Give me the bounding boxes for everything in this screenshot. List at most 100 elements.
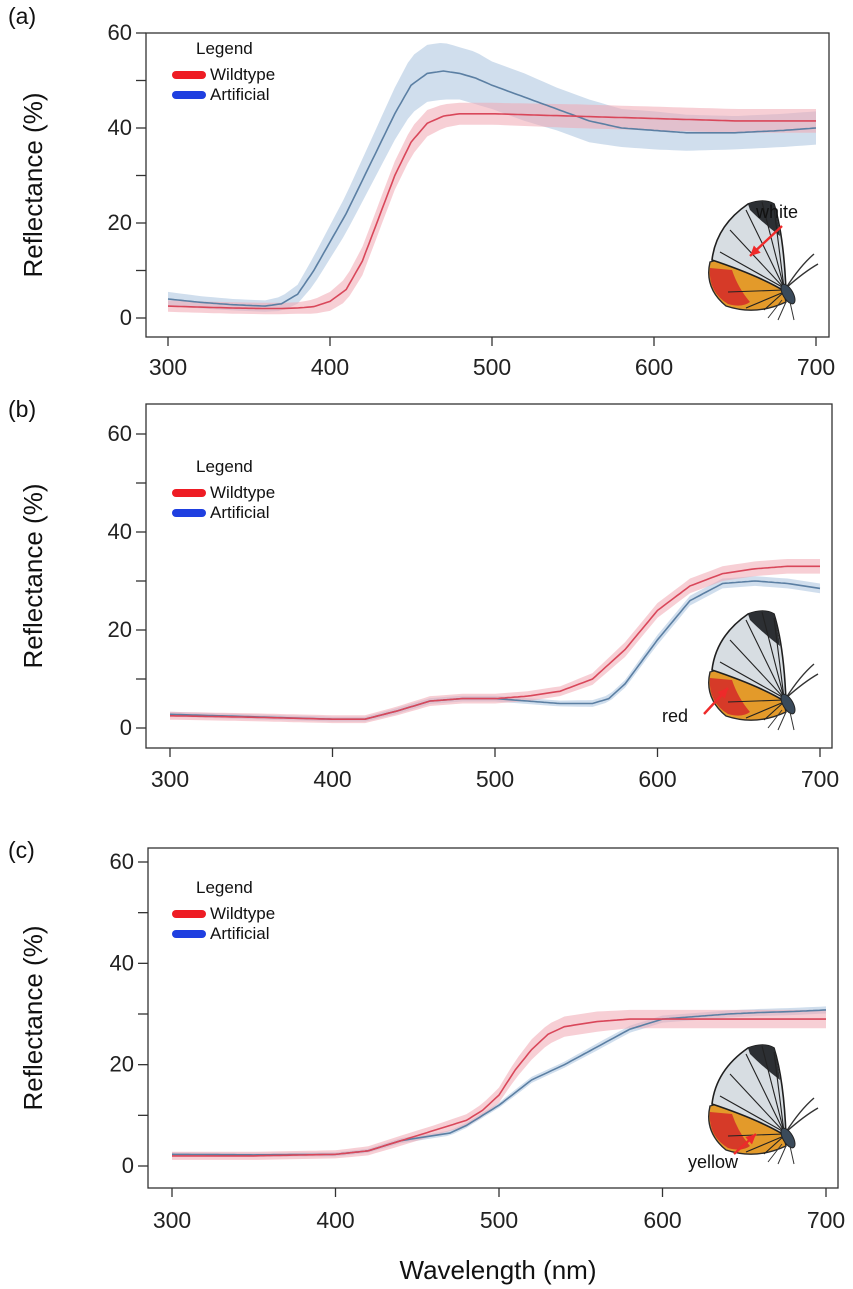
butterfly-antenna: [785, 263, 819, 289]
plot-frame: [145, 403, 833, 749]
legend-title: Legend: [196, 457, 253, 476]
butterfly-legs: [767, 299, 795, 321]
butterfly-antenna: [785, 1097, 815, 1133]
butterfly-vein: [729, 1073, 785, 1133]
panel-label: (a): [8, 3, 36, 29]
y-tick-label: 20: [110, 1052, 134, 1077]
legend-label-wildtype: Wildtype: [210, 904, 275, 923]
legend-label-wildtype: Wildtype: [210, 483, 275, 502]
legend-label-artificial: Artificial: [210, 503, 270, 522]
annotation-label: white: [755, 202, 798, 222]
legend-label-wildtype: Wildtype: [210, 65, 275, 84]
butterfly-vein: [745, 1053, 785, 1133]
annotation-label: yellow: [688, 1152, 739, 1172]
butterfly-vein: [727, 289, 785, 293]
x-tick-label: 400: [316, 1207, 354, 1233]
butterfly-vein: [719, 1095, 785, 1133]
butterfly-vein: [773, 207, 785, 289]
x-tick-label: 300: [153, 1207, 191, 1233]
plot-frame: [145, 32, 830, 338]
butterfly-body: [780, 693, 796, 715]
annotation-arrowhead: [745, 1134, 756, 1145]
y-tick-label: 20: [108, 210, 132, 235]
butterfly-antenna: [785, 253, 815, 289]
butterfly-vein: [729, 229, 785, 289]
butterfly-illustration: white: [708, 200, 819, 321]
legend-label-artificial: Artificial: [210, 924, 270, 943]
series-line-wildtype: [172, 1018, 826, 1157]
butterfly-body: [780, 283, 796, 305]
butterfly-antenna: [785, 673, 819, 699]
chart-panel-c: (c) 0 20 40 60 300 400 500 600 700 Reflectance (%)…: [8, 837, 845, 1233]
x-tick-label: 600: [643, 1207, 681, 1233]
y-axis-title: Reflectance (%): [18, 926, 48, 1111]
butterfly-vein: [763, 701, 785, 721]
confidence-band-wildtype: [172, 1009, 826, 1160]
confidence-band-artificial: [168, 43, 816, 312]
x-tick-label: 700: [807, 1207, 845, 1233]
butterfly-vein: [773, 617, 785, 699]
y-axis-title: Reflectance (%): [18, 93, 48, 278]
y-tick-label: 40: [108, 115, 132, 140]
butterfly-vein: [727, 699, 785, 703]
series-line-wildtype: [170, 565, 820, 721]
butterfly-wing-tip: [748, 201, 780, 236]
y-tick-label: 40: [108, 519, 132, 544]
plot-frame: [147, 847, 839, 1189]
x-tick-label: 300: [151, 766, 189, 792]
chart-panel-a: (a) 0 20 40 60 300 400 500 600 700 Reflectance (%)…: [8, 3, 835, 380]
x-tick-label: 400: [311, 354, 349, 380]
butterfly-illustration: red: [662, 610, 819, 731]
x-tick-label: 700: [801, 766, 839, 792]
x-tick-label: 300: [149, 354, 187, 380]
x-tick-label: 500: [476, 766, 514, 792]
y-tick-label: 60: [108, 20, 132, 45]
butterfly-vein: [763, 291, 785, 311]
butterfly-red-patch: [709, 678, 750, 716]
butterfly-red-patch: [709, 1112, 750, 1150]
annotation-label: red: [662, 706, 688, 726]
x-tick-label: 500: [473, 354, 511, 380]
butterfly-vein: [719, 661, 785, 699]
butterfly-vein: [773, 1051, 785, 1133]
confidence-band-wildtype: [168, 102, 816, 315]
series-line-artificial: [167, 70, 817, 307]
butterfly-vein: [763, 1135, 785, 1155]
chart-panel-b: (b) 0 20 40 60 300 400 500 600 700 Reflectance (%)…: [8, 396, 839, 792]
butterfly-red-patch: [709, 268, 750, 306]
butterfly-wing-tip: [748, 611, 780, 646]
butterfly-antenna: [785, 1107, 819, 1133]
y-tick-label: 0: [122, 1153, 134, 1178]
y-tick-label: 60: [108, 421, 132, 446]
butterfly-vein: [745, 701, 785, 719]
legend-title: Legend: [196, 39, 253, 58]
butterfly-vein: [719, 251, 785, 289]
butterfly-vein: [729, 639, 785, 699]
legend-label-artificial: Artificial: [210, 85, 270, 104]
butterfly-illustration: yellow: [688, 1044, 819, 1172]
legend-title: Legend: [196, 878, 253, 897]
butterfly-vein: [761, 201, 785, 289]
butterfly-vein: [745, 1135, 785, 1153]
butterfly-wing-tip: [748, 1045, 780, 1080]
y-tick-label: 60: [110, 849, 134, 874]
y-tick-label: 20: [108, 617, 132, 642]
x-tick-label: 500: [480, 1207, 518, 1233]
butterfly-antenna: [785, 663, 815, 699]
panel-label: (c): [8, 837, 35, 863]
butterfly-vein: [745, 619, 785, 699]
x-axis-title: Wavelength (nm): [400, 1255, 597, 1285]
y-tick-label: 0: [120, 715, 132, 740]
y-axis-title: Reflectance (%): [18, 484, 48, 669]
y-tick-label: 40: [110, 950, 134, 975]
x-tick-label: 600: [635, 354, 673, 380]
butterfly-legs: [767, 709, 795, 731]
butterfly-vein: [761, 611, 785, 699]
butterfly-legs: [767, 1143, 795, 1165]
x-tick-label: 400: [313, 766, 351, 792]
annotation-arrowhead: [750, 245, 761, 256]
series-line-wildtype: [167, 113, 816, 310]
